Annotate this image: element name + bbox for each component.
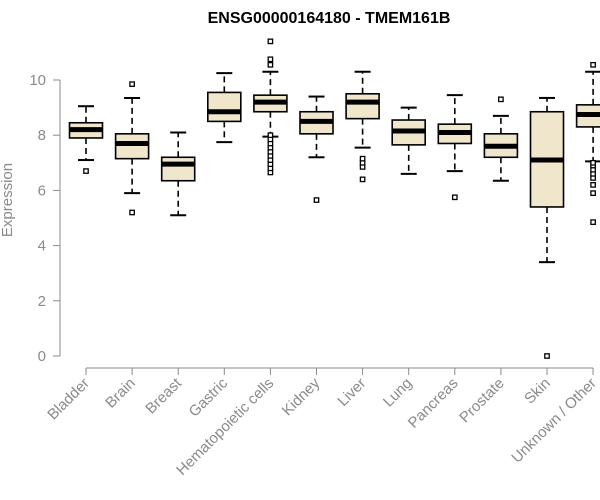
- box-unknown-other: [575, 61, 600, 225]
- box-kidney: [299, 95, 334, 203]
- x-tick-label: Unknown / Other: [508, 375, 600, 467]
- outlier-point: [83, 168, 89, 174]
- x-tick-label: Kidney: [279, 374, 324, 419]
- iqr-box: [345, 93, 380, 120]
- outlier-point: [590, 159, 596, 166]
- box-lung: [391, 106, 427, 175]
- outlier-point: [267, 61, 274, 68]
- box-breast: [160, 131, 196, 217]
- y-tick-label: 2: [38, 293, 46, 310]
- x-tick-label: Liver: [334, 375, 369, 410]
- box-brain: [114, 81, 150, 216]
- outlier-point: [267, 56, 274, 63]
- outlier-point: [129, 81, 135, 87]
- outlier-point: [267, 38, 274, 45]
- x-tick-label: Pancreas: [405, 375, 462, 432]
- outlier-point: [590, 182, 596, 188]
- x-tick-label: Breast: [142, 374, 185, 417]
- outlier-point: [359, 176, 366, 183]
- outlier-point: [313, 197, 320, 203]
- outlier-point: [267, 132, 274, 139]
- iqr-box: [160, 156, 196, 182]
- x-tick-label: Bladder: [44, 375, 93, 424]
- outlier-point: [129, 209, 135, 216]
- box-liver: [345, 70, 380, 183]
- y-axis: 0 2 4 6 8 10: [29, 72, 61, 365]
- y-tick-label: 10: [29, 72, 46, 89]
- box-prostate: [483, 96, 519, 182]
- y-tick-label: 6: [38, 182, 46, 199]
- boxplot-series: [68, 38, 600, 359]
- y-axis-label: Expression: [0, 163, 16, 237]
- outlier-point: [498, 96, 504, 103]
- x-tick-label: Lung: [380, 375, 416, 411]
- box-gastric: [207, 72, 242, 144]
- box-pancreas: [437, 94, 473, 201]
- y-tick-label: 8: [38, 127, 46, 144]
- iqr-box: [207, 91, 242, 123]
- outlier-point: [590, 190, 596, 197]
- x-tick-label: Gastric: [186, 374, 232, 420]
- box-hematopoietic-cells: [253, 38, 288, 176]
- x-tick-label: Prostate: [456, 375, 508, 427]
- y-tick-label: 4: [38, 238, 46, 255]
- outlier-point: [590, 219, 596, 225]
- y-tick-label: 0: [38, 348, 46, 365]
- outlier-point: [451, 194, 458, 201]
- iqr-box: [114, 133, 150, 160]
- box-bladder: [68, 105, 104, 174]
- box-skin: [529, 96, 565, 359]
- outlier-point: [359, 155, 366, 162]
- chart-title: ENSG00000164180 - TMEM161B: [208, 10, 451, 27]
- outlier-point: [590, 61, 596, 68]
- x-tick-label: Skin: [521, 375, 554, 408]
- x-tick-label: Brain: [102, 375, 139, 412]
- outlier-point: [544, 353, 550, 359]
